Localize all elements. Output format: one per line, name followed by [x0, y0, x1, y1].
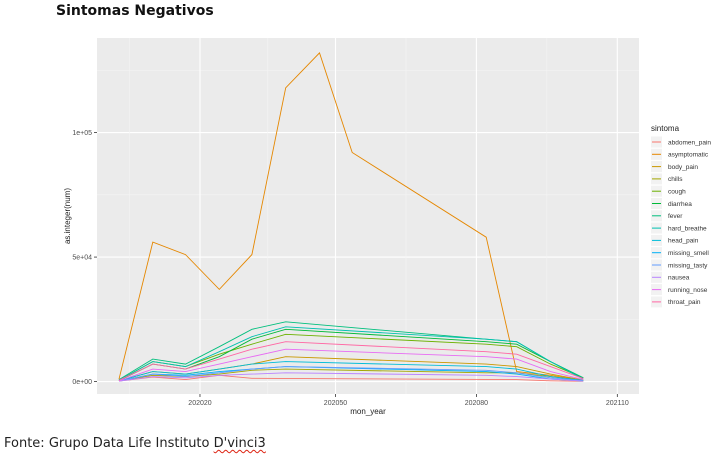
- series-line-chills: [118, 368, 584, 382]
- legend-label: cough: [668, 189, 686, 196]
- legend-label: head_pain: [668, 238, 699, 245]
- x-tick-label: 202110: [606, 400, 629, 407]
- legend-label: body_pain: [668, 164, 698, 171]
- legend-item-running_nose: running_nose: [651, 284, 708, 296]
- legend-item-hard_breathe: hard_breathe: [651, 222, 707, 234]
- legend-label: asymptomatic: [668, 152, 709, 159]
- legend-title: sintoma: [651, 124, 680, 133]
- source-prefix: Fonte: Grupo Data Life Instituto: [4, 436, 214, 451]
- plot-panel: [97, 38, 639, 394]
- page-title: Sintomas Negativos: [56, 3, 214, 19]
- series-line-missing_tasty: [118, 366, 584, 382]
- y-tick-label: 0e+00: [72, 379, 92, 386]
- source-name: D'vinci3: [213, 436, 266, 451]
- legend-label: missing_tasty: [668, 262, 708, 269]
- legend-item-chills: chills: [651, 173, 683, 185]
- chart: 0e+00 5e+04 1e+05 202020 202050 202080 202110…: [63, 38, 711, 416]
- legend-label: missing_smell: [668, 250, 709, 257]
- y-axis: 0e+00 5e+04 1e+05: [72, 130, 97, 386]
- legend-item-throat_pain: throat_pain: [651, 296, 701, 308]
- legend-item-missing_smell: missing_smell: [651, 247, 709, 259]
- source-note: Fonte: Grupo Data Life Instituto D'vinci…: [4, 436, 266, 451]
- y-tick-label: 1e+05: [72, 130, 92, 137]
- legend-item-nausea: nausea: [651, 271, 690, 283]
- legend-label: diarrhea: [668, 201, 692, 208]
- y-axis-label: as.integer(num): [63, 188, 72, 244]
- legend-item-abdomen_pain: abdomen_pain: [651, 136, 711, 148]
- legend-item-cough: cough: [651, 185, 686, 197]
- series-line-asymptomatic: [118, 52, 584, 381]
- x-axis: 202020 202050 202080 202110: [188, 394, 629, 407]
- grid-lines: [97, 38, 639, 394]
- series-lines: [118, 52, 584, 382]
- x-tick-label: 202050: [324, 400, 347, 407]
- legend-item-diarrhea: diarrhea: [651, 198, 692, 209]
- legend-item-missing_tasty: missing_tasty: [651, 259, 708, 271]
- x-tick-label: 202080: [465, 400, 488, 407]
- legend-label: throat_pain: [668, 299, 701, 306]
- series-line-hard_breathe: [118, 326, 584, 381]
- legend-item-asymptomatic: asymptomatic: [651, 148, 709, 160]
- series-line-throat_pain: [118, 341, 584, 381]
- legend-label: abdomen_pain: [668, 139, 711, 146]
- x-axis-label: mon_year: [350, 407, 386, 416]
- series-line-head_pain: [118, 361, 584, 382]
- legend-item-head_pain: head_pain: [651, 234, 699, 246]
- series-line-nausea: [118, 372, 584, 382]
- series-line-abdomen_pain: [118, 374, 584, 382]
- legend-item-body_pain: body_pain: [651, 161, 698, 173]
- legend-label: chills: [668, 176, 683, 183]
- legend-label: fever: [668, 213, 683, 220]
- series-line-running_nose: [118, 348, 584, 382]
- legend-label: hard_breathe: [668, 225, 707, 232]
- legend-label: nausea: [668, 275, 690, 282]
- legend-label: running_nose: [668, 287, 708, 294]
- y-tick-label: 5e+04: [72, 255, 92, 262]
- legend-item-fever: fever: [651, 210, 683, 222]
- x-tick-label: 202020: [188, 400, 211, 407]
